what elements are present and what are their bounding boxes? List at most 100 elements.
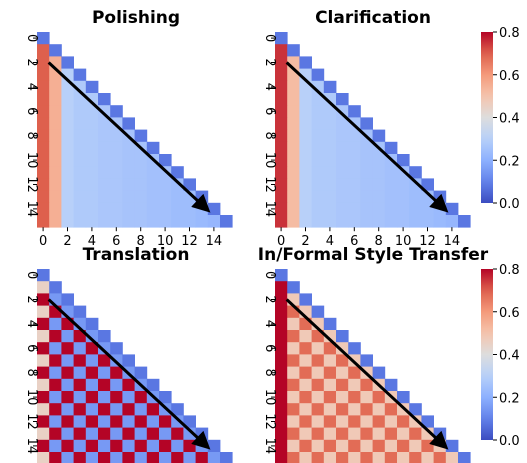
heatmap-cell	[372, 129, 386, 143]
heatmap-cell	[49, 141, 62, 155]
heatmap-cell	[61, 166, 74, 179]
heatmap-cell	[37, 342, 50, 355]
heatmap-cell	[287, 202, 300, 216]
heatmap-cell	[134, 452, 148, 463]
heatmap-cell	[336, 117, 349, 130]
heatmap-cell	[311, 202, 325, 216]
heatmap-cell	[110, 202, 123, 216]
heatmap-cell	[275, 452, 288, 463]
heatmap-cell	[110, 403, 123, 416]
y-tick-label: 12	[262, 413, 277, 430]
heatmap-cell	[110, 190, 123, 204]
heatmap-cell	[384, 439, 398, 453]
heatmap-cell	[146, 439, 160, 453]
x-tick-label: 0	[39, 234, 47, 249]
heatmap-cell	[311, 178, 325, 191]
chart-title: Translation	[83, 245, 190, 265]
heatmap-cell	[372, 439, 386, 453]
heatmap-cell	[49, 391, 62, 404]
heatmap-cell	[275, 215, 288, 228]
heatmap-cell	[299, 215, 312, 228]
heatmap-cell	[360, 378, 373, 392]
heatmap-cell	[299, 105, 312, 118]
heatmap-cell	[37, 141, 50, 155]
heatmap-cell	[61, 190, 74, 204]
heatmap-cell	[110, 415, 123, 428]
heatmap-cell	[348, 178, 361, 191]
y-tick-label: 2	[24, 295, 39, 303]
heatmap-cell	[110, 342, 123, 355]
heatmap-cell	[134, 190, 148, 204]
heatmap-cell	[98, 93, 111, 106]
heatmap-cell	[49, 129, 62, 143]
heatmap-cell	[61, 56, 74, 69]
heatmap-cell	[207, 452, 221, 463]
heatmap-cell	[49, 44, 62, 57]
heatmap-cell	[98, 178, 111, 191]
heatmap-cell	[336, 366, 349, 380]
heatmap-cell	[98, 105, 111, 118]
heatmap-cell	[311, 366, 325, 380]
x-axis-ticks: 0 2 4 6 8 10 12 14	[277, 227, 460, 249]
heatmap-cell	[348, 154, 361, 167]
heatmap-cell	[287, 154, 300, 167]
heatmap-cell	[73, 117, 87, 130]
heatmap-cell	[98, 342, 111, 355]
heatmap-cell	[360, 415, 373, 428]
heatmap-cell	[85, 366, 99, 380]
heatmap-cell	[49, 317, 62, 331]
heatmap-cell	[323, 117, 337, 130]
heatmap-cell	[49, 281, 62, 294]
chart-title: Polishing	[92, 8, 180, 28]
y-tick-label: 8	[262, 132, 277, 140]
heatmap-cell	[372, 215, 386, 228]
heatmap-cell	[98, 129, 111, 143]
heatmap-cell	[122, 141, 135, 155]
heatmap-cell	[323, 141, 337, 155]
heatmap-cell	[37, 281, 50, 294]
heatmap-cell	[85, 330, 99, 343]
heatmap-cell	[372, 166, 386, 179]
heatmap-cell	[421, 415, 434, 428]
heatmap-cell	[61, 105, 74, 118]
heatmap-cell	[37, 32, 50, 45]
heatmap-cell	[275, 105, 288, 118]
heatmap-cell	[85, 117, 99, 130]
heatmap-cell	[336, 439, 349, 453]
heatmap-cell	[73, 403, 87, 416]
heatmap-cell	[323, 391, 337, 404]
heatmap-cell	[37, 427, 50, 441]
heatmap-cell	[195, 215, 209, 228]
heatmap-cell	[445, 215, 459, 228]
heatmap-cell	[159, 215, 172, 228]
y-tick-label: 14	[24, 438, 39, 455]
x-tick-label: 4	[88, 234, 96, 249]
heatmap-cell	[122, 378, 135, 392]
heatmap-cell	[336, 330, 349, 343]
heatmap-cell	[49, 93, 62, 106]
heatmap-cell	[61, 293, 74, 306]
heatmap-cell	[287, 166, 300, 179]
heatmap-cell	[299, 117, 312, 130]
heatmap-cell	[85, 105, 99, 118]
y-tick-label: 12	[262, 176, 277, 193]
heatmap-cell	[372, 190, 386, 204]
heatmap-cell	[360, 117, 373, 130]
heatmap-cell	[323, 80, 337, 94]
heatmap-cell	[409, 452, 422, 463]
heatmap-cell	[98, 166, 111, 179]
heatmap-cell	[323, 154, 337, 167]
heatmap-cell	[37, 80, 50, 94]
heatmap-cell	[37, 44, 50, 57]
heatmap-cell	[275, 154, 288, 167]
heatmap-cell	[110, 105, 123, 118]
heatmap-cell	[73, 366, 87, 380]
heatmap-cell	[348, 427, 361, 441]
heatmap-cell	[73, 129, 87, 143]
heatmap-cell	[49, 415, 62, 428]
heatmap-cell	[73, 166, 87, 179]
heatmap-cell	[299, 129, 312, 143]
heatmap-cell	[287, 342, 300, 355]
heatmap-cell	[73, 178, 87, 191]
